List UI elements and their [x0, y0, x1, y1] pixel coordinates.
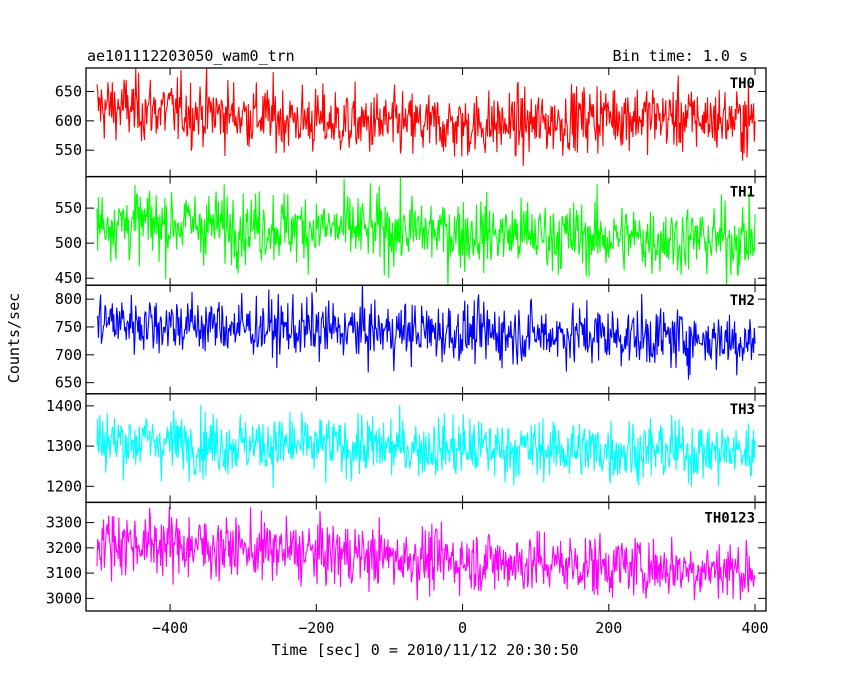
x-tick-label: −400 — [152, 619, 188, 637]
panel-th3: 1200 1300 1400 TH3 — [46, 393, 767, 504]
panel-frame — [85, 284, 767, 395]
y-tick-label: 550 — [55, 199, 82, 217]
series-line-th0 — [96, 68, 756, 167]
y-tick-label: 750 — [55, 318, 82, 336]
y-tick-label: 800 — [55, 290, 82, 308]
y-tick-label: 1400 — [46, 397, 82, 415]
x-axis: −400 −200 0 200 400 — [152, 619, 769, 637]
y-tick-label: 3100 — [46, 564, 82, 582]
panel-th0123: 3000 3100 3200 3300 TH0123 — [46, 501, 767, 612]
series-name-th2: TH2 — [730, 293, 755, 309]
series-name-th0: TH0 — [730, 76, 755, 92]
series-line-th2 — [96, 285, 756, 380]
panel-frame — [85, 501, 767, 612]
series-name-th0123: TH0123 — [704, 510, 755, 526]
x-tick-label: 0 — [458, 619, 467, 637]
y-axis-label: Counts/sec — [5, 293, 23, 383]
x-axis-label: Time [sec] 0 = 2010/11/12 20:30:50 — [271, 641, 578, 659]
x-tick-label: 200 — [595, 619, 622, 637]
x-tick-label: 400 — [741, 619, 768, 637]
series-line-th3 — [96, 404, 756, 489]
series-line-th0123 — [96, 506, 756, 601]
panel-th1: 450 500 550 TH1 — [55, 175, 767, 287]
y-tick-label: 600 — [55, 112, 82, 130]
chart-title: ae101112203050_wam0_trn — [87, 47, 295, 65]
y-tick-label: 1300 — [46, 437, 82, 455]
y-tick-label: 1200 — [46, 477, 82, 495]
y-tick-label: 3300 — [46, 514, 82, 532]
x-tick-label: −200 — [298, 619, 334, 637]
bin-time-label: Bin time: 1.0 s — [613, 47, 748, 65]
y-tick-label: 500 — [55, 234, 82, 252]
panel-th2: 650 700 750 800 TH2 — [55, 284, 767, 395]
y-tick-label: 700 — [55, 346, 82, 364]
series-name-th3: TH3 — [730, 402, 755, 418]
series-line-th1 — [96, 176, 756, 286]
series-name-th1: TH1 — [730, 185, 755, 201]
y-tick-label: 3200 — [46, 539, 82, 557]
panels: 550 600 650 TH0 450 500 550 TH1 650 700 750 800 TH2 1… — [46, 67, 767, 612]
panel-th0: 550 600 650 TH0 — [55, 67, 767, 178]
y-tick-label: 650 — [55, 82, 82, 100]
y-tick-label: 450 — [55, 269, 82, 287]
y-tick-label: 650 — [55, 374, 82, 392]
y-tick-label: 550 — [55, 141, 82, 159]
y-tick-label: 3000 — [46, 589, 82, 607]
